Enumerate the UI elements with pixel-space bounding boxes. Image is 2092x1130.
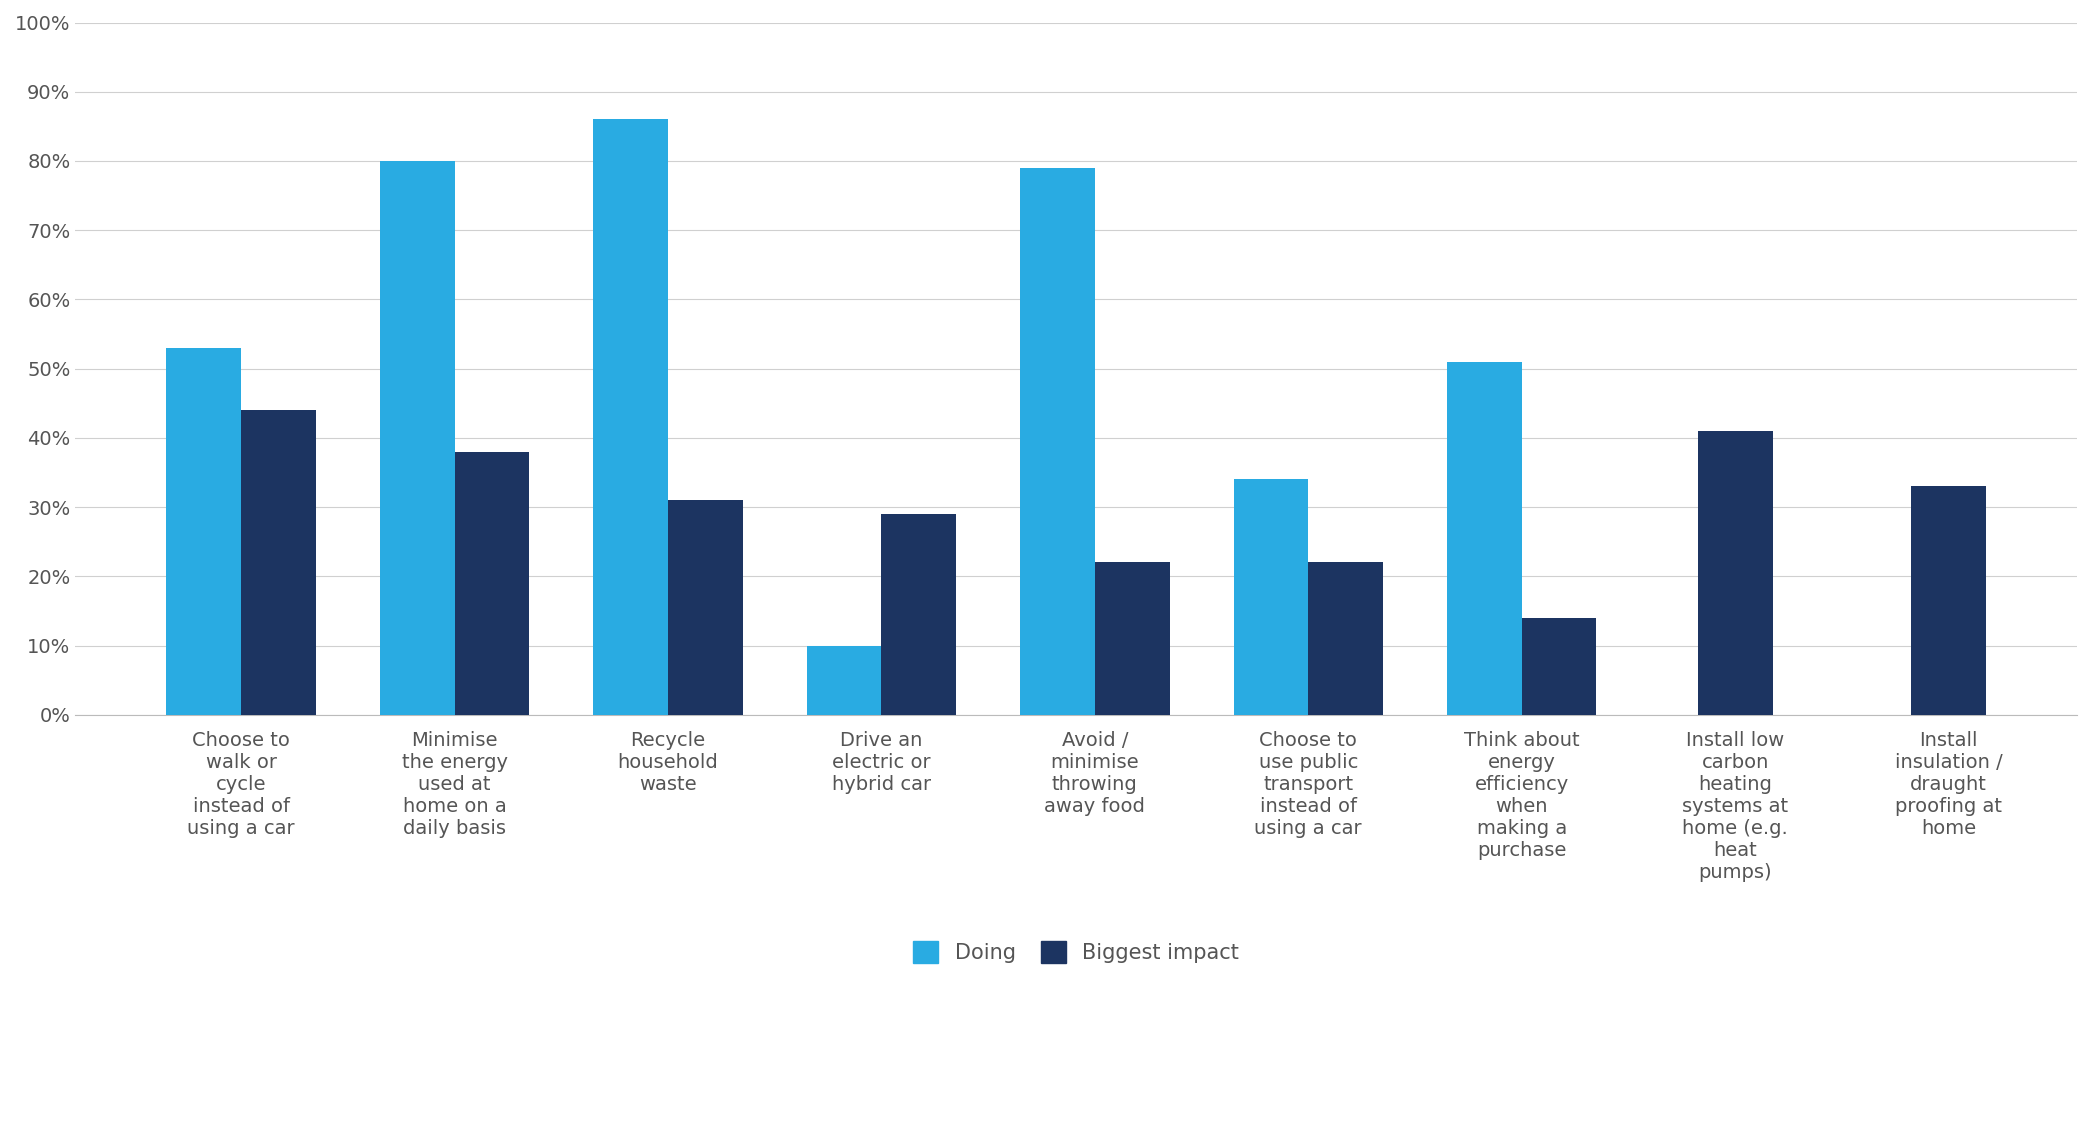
Bar bbox=[381, 160, 454, 715]
Bar bbox=[1308, 563, 1383, 715]
Bar bbox=[667, 501, 743, 715]
Bar bbox=[1448, 362, 1521, 715]
Bar bbox=[881, 514, 956, 715]
Bar bbox=[808, 645, 881, 715]
Bar bbox=[1234, 479, 1308, 715]
Bar bbox=[594, 120, 667, 715]
Bar bbox=[241, 410, 316, 715]
Bar bbox=[167, 348, 241, 715]
Bar bbox=[1912, 486, 1985, 715]
Bar bbox=[454, 452, 529, 715]
Bar bbox=[1094, 563, 1169, 715]
Bar bbox=[1699, 431, 1772, 715]
Bar bbox=[1021, 168, 1094, 715]
Legend: Doing, Biggest impact: Doing, Biggest impact bbox=[904, 933, 1247, 972]
Bar bbox=[1521, 618, 1596, 715]
